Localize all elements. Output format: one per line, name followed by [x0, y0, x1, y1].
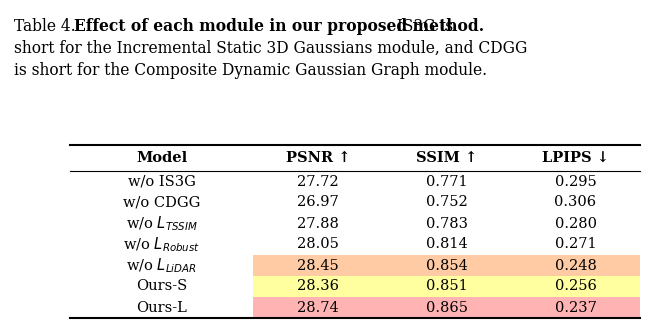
Text: LPIPS ↓: LPIPS ↓	[542, 151, 609, 165]
Text: 0.865: 0.865	[426, 301, 468, 315]
Text: PSNR ↑: PSNR ↑	[286, 151, 350, 165]
Text: Table 4.: Table 4.	[14, 18, 81, 35]
Text: 0.306: 0.306	[555, 196, 597, 210]
Text: 0.854: 0.854	[426, 258, 468, 272]
Text: 0.256: 0.256	[555, 280, 597, 293]
Text: IS3G is: IS3G is	[392, 18, 453, 35]
Text: 0.851: 0.851	[426, 280, 468, 293]
Text: 0.295: 0.295	[555, 175, 597, 188]
Text: 0.237: 0.237	[555, 301, 597, 315]
Text: 0.783: 0.783	[426, 216, 468, 230]
Text: w/o $L_{Robust}$: w/o $L_{Robust}$	[123, 235, 200, 254]
Text: Model: Model	[136, 151, 187, 165]
Text: 0.280: 0.280	[555, 216, 597, 230]
Text: w/o $L_{TSSIM}$: w/o $L_{TSSIM}$	[125, 214, 198, 233]
Text: 0.814: 0.814	[426, 238, 468, 252]
Bar	[254, 297, 640, 318]
Text: 0.248: 0.248	[555, 258, 597, 272]
Text: Ours-L: Ours-L	[136, 301, 187, 315]
Text: Ours-S: Ours-S	[136, 280, 187, 293]
Text: 28.36: 28.36	[297, 280, 339, 293]
Text: w/o $L_{LiDAR}$: w/o $L_{LiDAR}$	[126, 256, 197, 275]
Text: 26.97: 26.97	[297, 196, 338, 210]
Bar	[254, 276, 640, 297]
Text: 0.771: 0.771	[426, 175, 468, 188]
Text: w/o CDGG: w/o CDGG	[123, 196, 200, 210]
Text: 27.88: 27.88	[297, 216, 339, 230]
Text: SSIM ↑: SSIM ↑	[416, 151, 477, 165]
Text: 0.752: 0.752	[426, 196, 468, 210]
Text: 0.271: 0.271	[555, 238, 597, 252]
Text: Effect of each module in our proposed method.: Effect of each module in our proposed me…	[74, 18, 485, 35]
Text: 28.74: 28.74	[297, 301, 338, 315]
Text: 27.72: 27.72	[297, 175, 338, 188]
Text: w/o IS3G: w/o IS3G	[127, 175, 196, 188]
Text: short for the Incremental Static 3D Gaussians module, and CDGG: short for the Incremental Static 3D Gaus…	[14, 40, 528, 57]
Text: is short for the Composite Dynamic Gaussian Graph module.: is short for the Composite Dynamic Gauss…	[14, 62, 487, 79]
Text: 28.45: 28.45	[297, 258, 338, 272]
Bar	[254, 255, 640, 276]
Text: 28.05: 28.05	[297, 238, 339, 252]
